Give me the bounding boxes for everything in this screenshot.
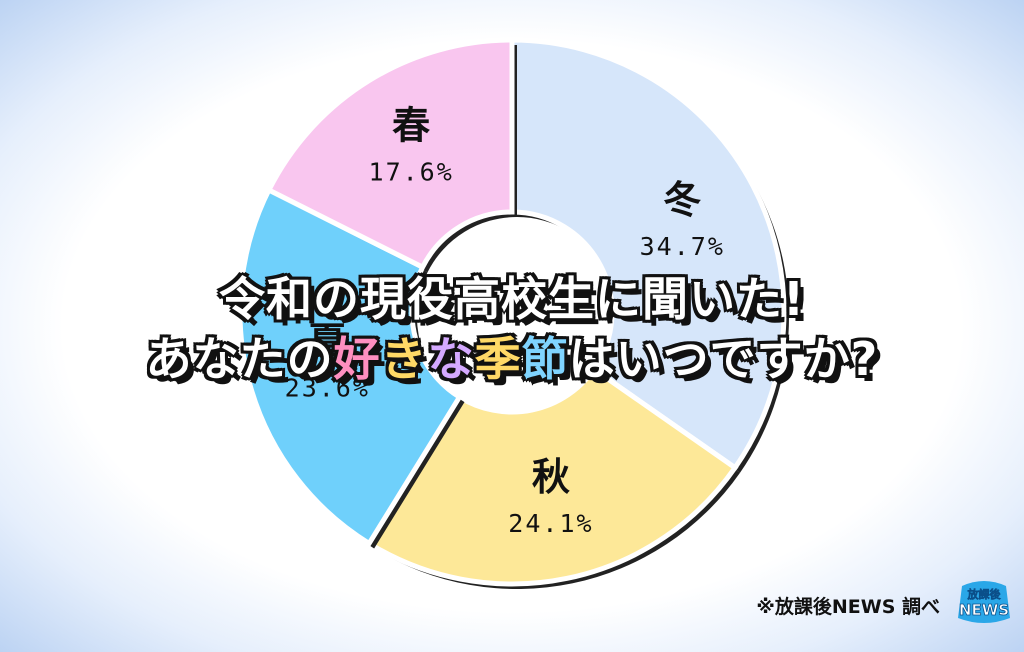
chart-title-line-1: 令和の現役高校生に聞いた! xyxy=(219,272,805,326)
slice-spring xyxy=(265,37,515,271)
svg-text:NEWS: NEWS xyxy=(959,601,1009,619)
title-part-question: はいつですか? xyxy=(568,332,879,386)
title-part-kisetsu-1: 季 xyxy=(474,332,522,386)
category-label-summer: 夏 xyxy=(308,319,347,363)
title-part-suki-1: 好 xyxy=(333,332,381,386)
source-note: ※放課後NEWS 調べ xyxy=(756,596,940,618)
slice-autumn xyxy=(365,365,739,587)
category-label-winter: 冬 xyxy=(663,178,701,222)
news-logo: 放課後 NEWS xyxy=(958,581,1010,623)
value-label-winter: 34.7% xyxy=(640,232,725,261)
svg-text:放課後: 放課後 xyxy=(967,587,1002,601)
title-part-suki-2: き xyxy=(380,332,428,386)
value-label-summer: 23.6% xyxy=(285,373,370,402)
category-label-autumn: 秋 xyxy=(532,455,570,499)
slice-summer xyxy=(237,186,463,547)
title-part-na: な xyxy=(427,332,475,386)
value-label-autumn: 24.1% xyxy=(508,509,593,538)
value-label-spring: 17.6% xyxy=(369,158,454,187)
slice-winter xyxy=(509,37,787,472)
chart-title-line-2: あなたの好きな季節はいつですか? xyxy=(0,330,1024,388)
category-label-spring: 春 xyxy=(392,104,430,148)
title-part-anatano: あなたの xyxy=(145,332,334,386)
title-part-kisetsu-2: 節 xyxy=(521,332,569,386)
